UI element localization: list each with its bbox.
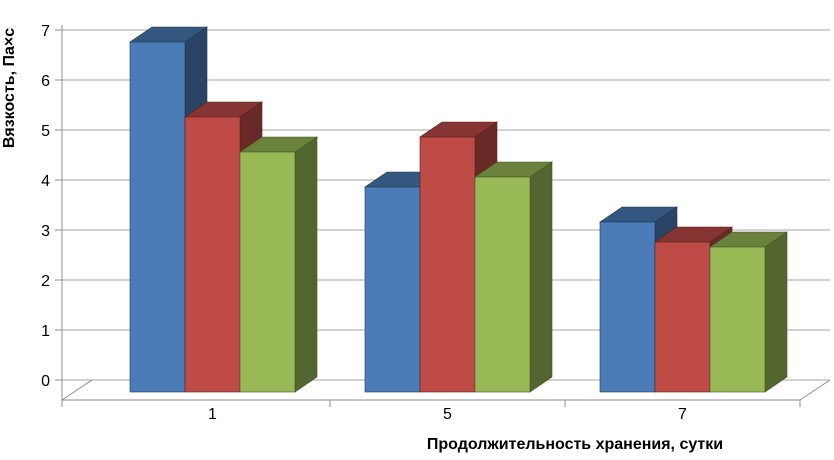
bar-front-face (474, 176, 531, 393)
bar-front-face (129, 41, 186, 393)
x-axis-title: Продолжительность хранения, сутки (427, 436, 723, 453)
bar-side-face (529, 161, 553, 393)
bar-side-face (294, 136, 318, 393)
y-tick-label: 5 (41, 123, 50, 140)
y-tick-label: 4 (41, 173, 50, 190)
bars-layer (129, 26, 788, 393)
bar-series-3-green-cat-1 (239, 136, 318, 393)
bar-front-face (654, 241, 711, 393)
x-category-label: 5 (443, 406, 452, 423)
y-tick-label: 1 (41, 323, 50, 340)
bar-front-face (364, 186, 421, 393)
bar-front-face (599, 221, 656, 393)
y-tick-label: 3 (41, 223, 50, 240)
axes-layer: 0 1 2 3 4 5 6 7 1 5 7 (41, 23, 831, 423)
bar-front-face (419, 136, 476, 393)
bar-series-3-green-cat-5 (474, 161, 553, 393)
bar-front-face (709, 246, 766, 393)
y-tick-label: 2 (41, 273, 50, 290)
bar-front-face (184, 116, 241, 393)
floor-right-edge (799, 379, 831, 401)
bar-front-face (239, 151, 296, 393)
bar-side-face (764, 231, 788, 393)
floor-left-edge (61, 379, 93, 401)
y-tick-label: 0 (41, 373, 50, 390)
bar-series-3-green-cat-7 (709, 231, 788, 393)
x-category-label: 7 (678, 406, 687, 423)
y-tick-label: 7 (41, 23, 50, 40)
x-category-label: 1 (208, 406, 217, 423)
y-tick-label: 6 (41, 73, 50, 90)
y-axis-title: Вязкость, Па×с (1, 28, 18, 148)
